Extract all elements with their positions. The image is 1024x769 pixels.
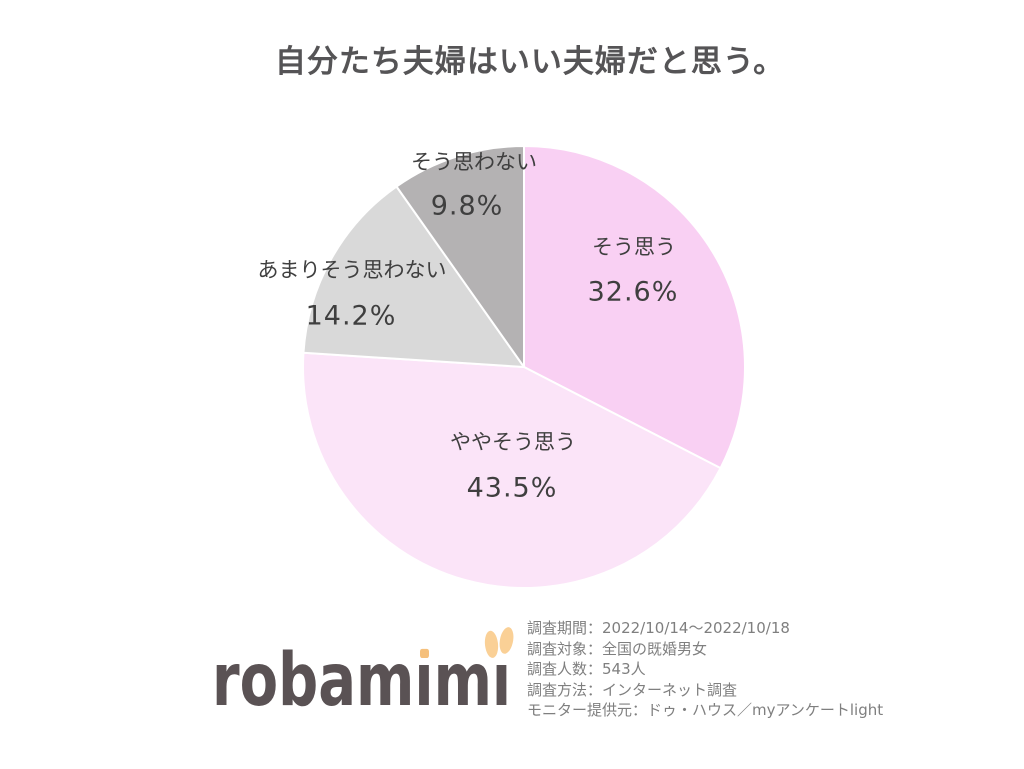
slice-label: そう思う [592,235,676,259]
logo-letter: b [278,638,319,723]
slice-label: あまりそう思わない [257,258,447,282]
survey-info-line: 調査期間：2022/10/14～2022/10/18 [527,619,790,637]
survey-info-line: モニター提供元：ドゥ・ハウス／myアンケートlight [527,701,884,720]
pie-slice-2 [302,185,525,368]
pie-slice-1 [302,351,722,589]
logo-letter: m [356,638,415,723]
robamimi-logo: robamı mı [212,624,516,723]
survey-info: 調査期間：2022/10/14～2022/10/18 調査対象：全国の既婚男女 調査… [527,618,883,721]
logo-letter: ı [483,624,516,718]
slice-percent-label: 9.8% [430,190,504,222]
slice-percent-label: 32.6% [587,276,679,308]
chart-title: 自分たち夫婦はいい夫婦だと思う。 [274,44,786,80]
slice-label: そう思わない [411,150,537,174]
survey-info-line: 調査対象：全国の既婚男女 [527,639,708,658]
survey-info-line: 調査方法：インターネット調査 [527,680,738,699]
logo-letter: r [212,638,240,723]
logo-letter: ı [414,638,434,723]
logo-letter: m [433,638,492,723]
slice-percent-label: 43.5% [466,472,558,504]
logo-letter: o [239,638,279,723]
pie-slice-0 [523,145,746,470]
slice-percent-label: 14.2% [305,300,397,332]
logo-letter: a [318,638,356,723]
survey-info-line: 調査人数：543人 [527,660,646,679]
logo-orange-dot-icon [419,648,429,658]
slice-label: ややそう思う [450,430,576,454]
pie-slice-3 [395,145,525,368]
